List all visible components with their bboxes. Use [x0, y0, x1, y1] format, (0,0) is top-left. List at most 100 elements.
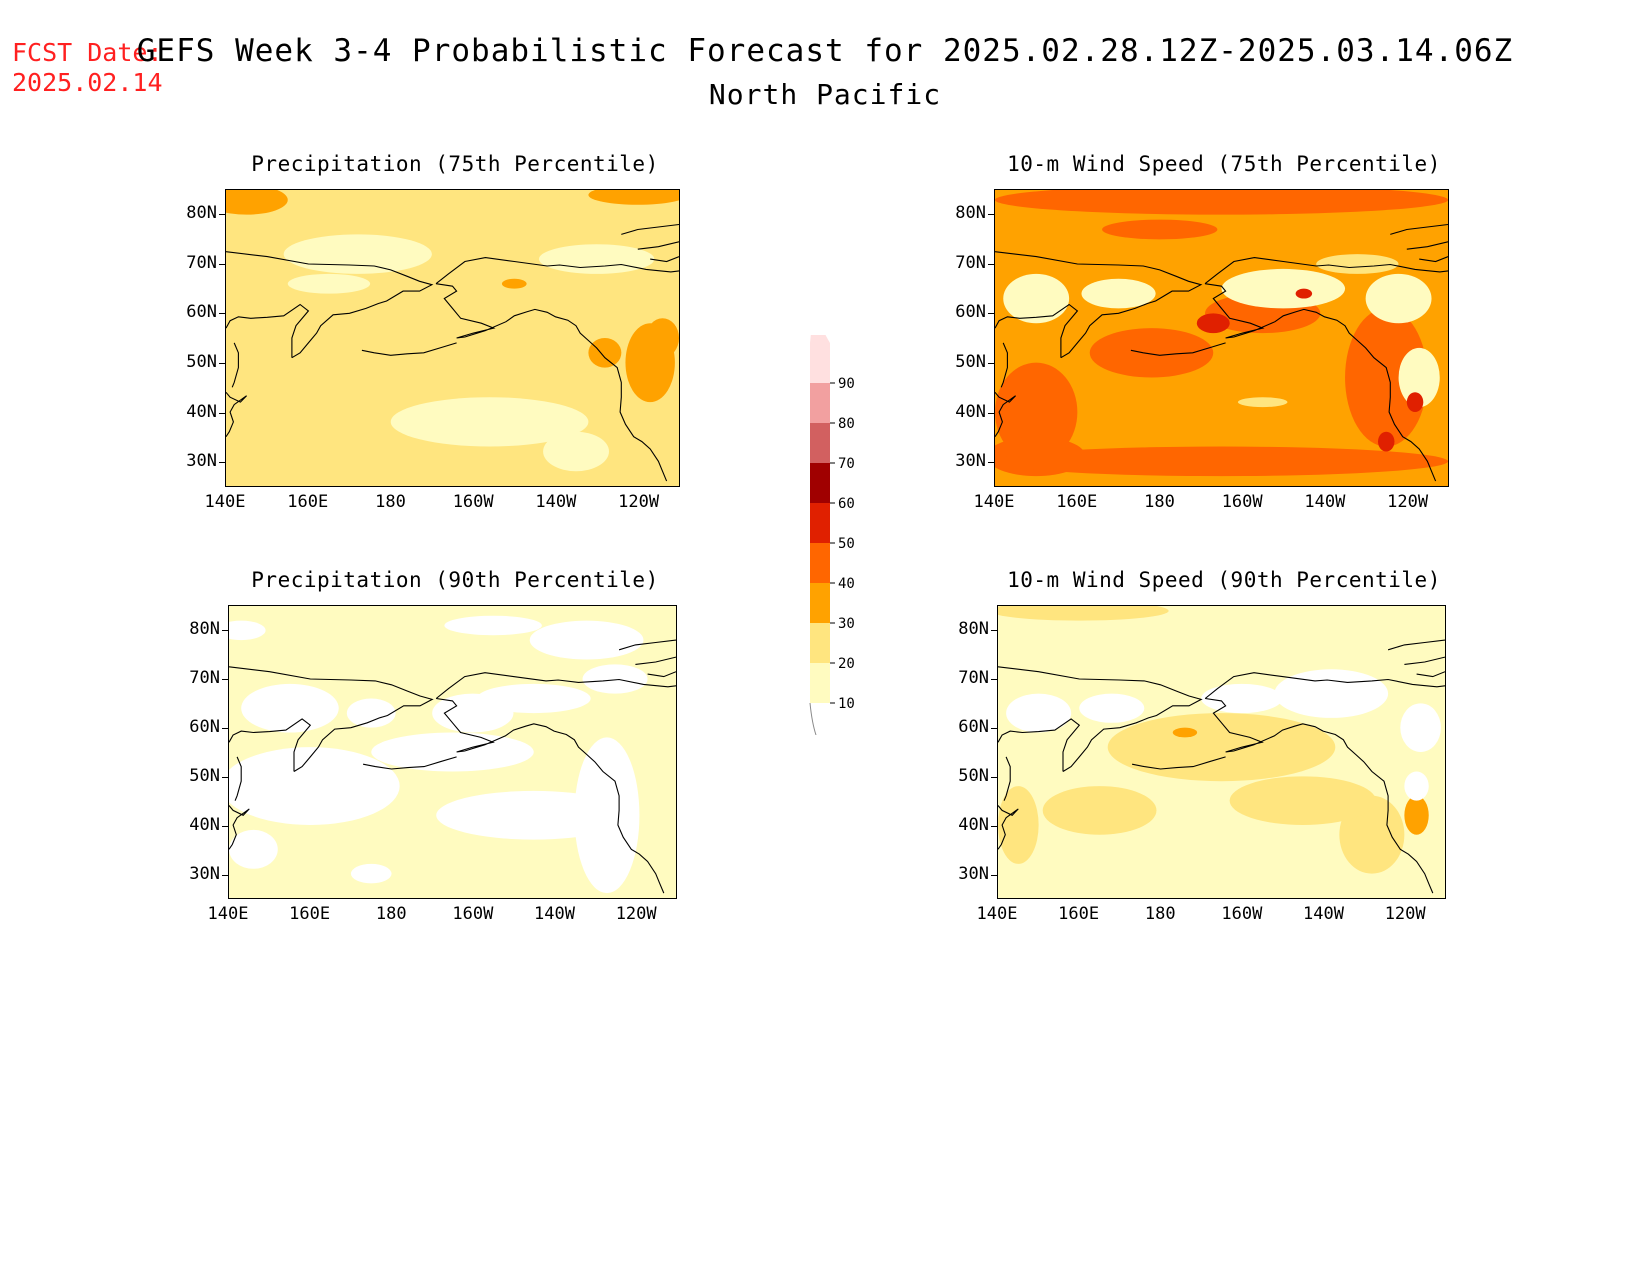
coastline: [234, 756, 242, 801]
field-contour: [1221, 268, 1346, 309]
lat-tick-label: 50N: [186, 351, 217, 372]
coastline: [1419, 256, 1448, 263]
lat-tick: [219, 213, 225, 215]
lat-tick-label: 50N: [955, 351, 986, 372]
coastline: [231, 342, 239, 388]
field-contour: [995, 362, 1078, 462]
field-contour: [543, 431, 609, 472]
coastline: [1000, 342, 1008, 388]
field-contour: [582, 664, 648, 694]
field-contour: [229, 829, 278, 869]
field-contour: [995, 190, 1448, 215]
colorbar-tail-bottom: [810, 703, 830, 733]
field-contour: [283, 234, 432, 274]
field-contour: [476, 683, 591, 714]
coastline: [1387, 639, 1445, 651]
map-graphic: [998, 606, 1445, 898]
lat-tick: [222, 678, 228, 680]
colorbar-graphic: 10 20 30 40 50 60 70 80 90: [809, 303, 855, 736]
lon-tick-label: 180: [375, 904, 407, 924]
coastline: [995, 303, 1079, 358]
field-contour: [1042, 786, 1157, 835]
lat-tick-label: 40N: [189, 814, 220, 835]
lon-tick-label: 160E: [1056, 492, 1098, 512]
coastline: [362, 756, 457, 770]
lat-tick: [222, 874, 228, 876]
coastline: [435, 283, 668, 482]
lon-tick-label: 120W: [615, 904, 657, 924]
field-contour: [1377, 431, 1395, 452]
lat-tick-label: 30N: [955, 451, 986, 472]
colorbar-label: 70: [838, 456, 855, 472]
field-contour: [226, 190, 288, 215]
lon-tick-label: 160W: [452, 904, 494, 924]
coastline: [1404, 656, 1445, 665]
coastline: [1131, 756, 1226, 770]
main-title: GEFS Week 3-4 Probabilistic Forecast for…: [136, 33, 1514, 69]
field-contour: [588, 338, 622, 368]
coastline: [998, 666, 1203, 772]
field-contour: [1400, 703, 1441, 752]
lat-tick: [988, 213, 994, 215]
lat-tick-label: 40N: [958, 814, 989, 835]
forecast-date: FCST Date: 2025.02.14: [12, 38, 163, 98]
map-precip75: [225, 189, 680, 487]
field-contour: [346, 698, 396, 728]
lon-tick-label: 140E: [204, 492, 246, 512]
colorbar-cap: [810, 303, 830, 343]
coastline: [226, 251, 434, 359]
field-contour: [588, 190, 679, 205]
lat-tick-label: 30N: [186, 451, 217, 472]
lat-tick-label: 30N: [189, 863, 220, 884]
lat-tick: [991, 825, 997, 827]
panel-title-precip90: Precipitation (90th Percentile): [251, 568, 659, 592]
colorbar-label: 80: [838, 416, 855, 432]
colorbar-edge: [809, 702, 817, 736]
lat-tick-label: 80N: [955, 202, 986, 223]
coastline: [998, 805, 1019, 850]
colorbar-swatch: [810, 463, 830, 503]
lat-tick: [219, 412, 225, 414]
lat-tick-label: 80N: [186, 202, 217, 223]
lon-tick-label: 180: [1144, 492, 1175, 512]
coastline: [229, 718, 312, 772]
lat-tick-label: 40N: [186, 401, 217, 422]
coastline: [229, 666, 434, 772]
lat-tick: [988, 263, 994, 265]
lat-tick: [988, 462, 994, 464]
colorbar-swatch: [810, 623, 830, 663]
field-contour: [371, 732, 534, 772]
lat-tick-label: 60N: [186, 302, 217, 323]
colorbar-label: 90: [838, 376, 855, 392]
lat-tick-label: 50N: [958, 765, 989, 786]
lat-tick: [991, 727, 997, 729]
lat-tick: [988, 412, 994, 414]
coastline: [226, 303, 310, 358]
field-contour: [995, 446, 1448, 477]
field-contour: [1295, 288, 1313, 299]
lat-tick-label: 70N: [955, 252, 986, 273]
coastline: [995, 251, 1203, 359]
colorbar: 10 20 30 40 50 60 70 80 90: [805, 303, 885, 736]
lat-tick-label: 60N: [189, 716, 220, 737]
lat-tick: [219, 362, 225, 364]
field-contour: [229, 747, 400, 825]
lat-tick: [991, 874, 997, 876]
lon-tick-label: 120W: [1387, 492, 1429, 512]
coastline: [647, 671, 676, 678]
lat-tick: [991, 678, 997, 680]
colorbar-label: 60: [838, 496, 855, 512]
field-contour: [529, 620, 644, 660]
coastline: [1204, 672, 1445, 699]
field-contour: [241, 683, 339, 733]
lon-tick-label: 160W: [1221, 492, 1263, 512]
colorbar-swatch: [810, 583, 830, 623]
field-contour: [1107, 713, 1336, 782]
coastline: [650, 256, 679, 263]
lon-tick-label: 160E: [289, 904, 331, 924]
field-contour: [1003, 273, 1070, 324]
lat-tick-label: 70N: [958, 667, 989, 688]
field-contour: [1089, 328, 1214, 378]
lat-tick-label: 60N: [955, 302, 986, 323]
field-contour: [390, 397, 589, 447]
